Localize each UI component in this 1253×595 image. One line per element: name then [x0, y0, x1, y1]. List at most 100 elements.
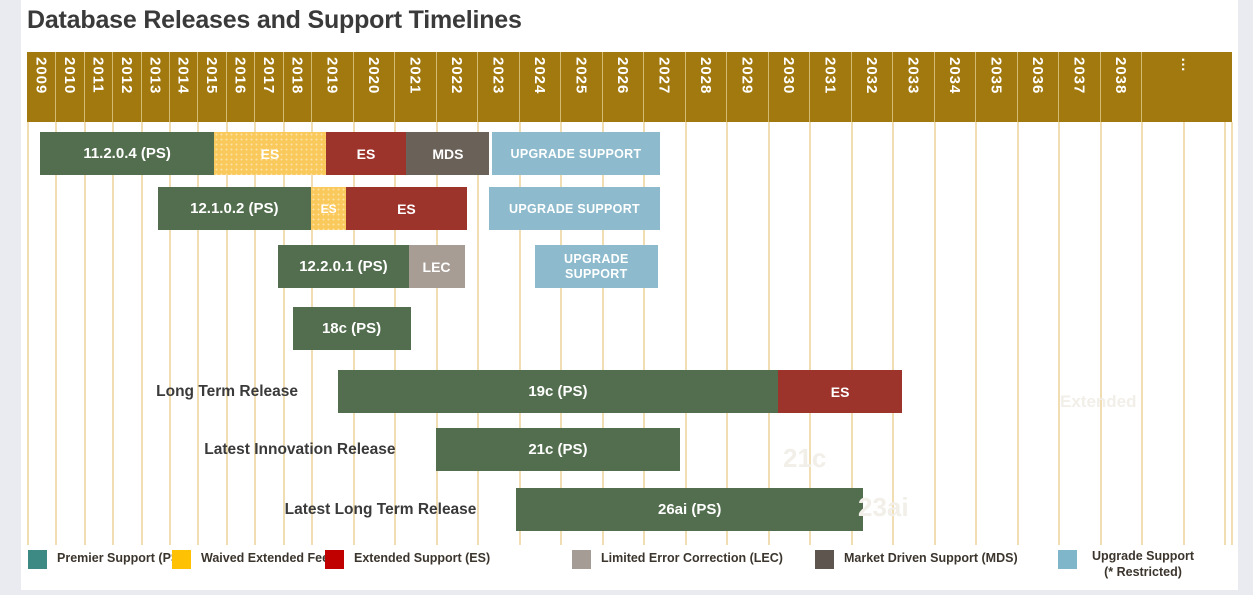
year-cell-2031: 2031: [809, 52, 851, 122]
gridline: [225, 122, 228, 545]
year-label: 2035: [987, 57, 1005, 95]
legend-label: Extended Support (ES): [354, 551, 491, 565]
year-label: 2018: [288, 57, 306, 95]
legend-swatch-mds: [815, 550, 834, 569]
header-divider: [225, 52, 227, 122]
year-cell-ellipsis: …: [1141, 52, 1232, 122]
legend: Premier Support (PS) Waived Extended Fee E…: [28, 548, 1238, 590]
year-cell-2026: 2026: [602, 52, 644, 122]
header-divider: [1058, 52, 1059, 122]
year-cell-2010: 2010: [55, 52, 83, 122]
year-label: 2022: [447, 57, 465, 95]
legend-swatch-es: [325, 550, 344, 569]
year-cell-2037: 2037: [1058, 52, 1100, 122]
gridline: [726, 122, 728, 545]
header-divider: [140, 52, 142, 122]
year-cell-2017: 2017: [254, 52, 282, 122]
gridline: [1141, 122, 1143, 545]
year-label: 2024: [530, 57, 548, 95]
year-label: 2015: [203, 57, 221, 95]
gridline: [112, 122, 115, 545]
year-label: 2023: [489, 57, 507, 95]
header-divider: [560, 52, 561, 122]
ghost-label: 23ai: [858, 492, 909, 522]
year-label: 2026: [613, 57, 631, 95]
gridline: [933, 122, 936, 545]
gridline: [1231, 122, 1233, 545]
bar-11.2.0.4-waived: ES: [214, 132, 326, 175]
year-cell-2032: 2032: [851, 52, 893, 122]
gridline: [83, 122, 86, 545]
header-divider: [1141, 52, 1142, 122]
row-label-19c: Long Term Release: [156, 383, 298, 400]
bar-12.2.0.1-ps: 12.2.0.1 (PS): [278, 245, 409, 288]
header-divider: [394, 52, 395, 122]
legend-swatch-waived: [172, 550, 191, 569]
bar-12.2.0.1-upgrade: UPGRADE SUPPORT: [535, 245, 658, 288]
year-label: 2011: [89, 57, 107, 94]
gridline: [282, 122, 285, 545]
bar-18c-ps: 18c (PS): [292, 307, 411, 350]
year-cell-2021: 2021: [394, 52, 436, 122]
year-cell-2012: 2012: [112, 52, 140, 122]
gridline: [560, 122, 562, 545]
bar-12.2.0.1-lec: LEC: [408, 245, 465, 288]
legend-label: Premier Support (PS): [57, 551, 184, 565]
year-label: 2027: [655, 57, 673, 95]
bar-26ai-ps: 26ai (PS): [516, 488, 863, 531]
legend-label: Limited Error Correction (LEC): [601, 551, 783, 565]
year-cell-2033: 2033: [892, 52, 934, 122]
bar-11.2.0.4-es: ES: [325, 132, 407, 175]
year-label: 2012: [117, 57, 135, 95]
legend-swatch-lec: [572, 550, 591, 569]
bar-21c-ps: 21c (PS): [435, 428, 681, 471]
year-label: 2014: [174, 57, 192, 95]
gridline: [1099, 122, 1102, 545]
header-divider: [601, 52, 603, 122]
year-label: 2025: [572, 57, 590, 95]
legend-label: Waived Extended Fee: [201, 551, 330, 565]
legend-swatch-upgrade: [1058, 550, 1077, 569]
header-divider: [518, 52, 520, 122]
year-cell-2034: 2034: [934, 52, 976, 122]
header-divider: [112, 52, 114, 122]
header-divider: [1016, 52, 1018, 122]
year-label: 2010: [61, 57, 79, 95]
year-cell-2013: 2013: [141, 52, 169, 122]
year-label: 2028: [696, 57, 714, 95]
header-divider: [892, 52, 893, 122]
gridline: [1016, 122, 1019, 545]
year-cell-2020: 2020: [353, 52, 395, 122]
year-cell-2022: 2022: [436, 52, 478, 122]
year-cell-2024: 2024: [519, 52, 561, 122]
year-cell-2014: 2014: [169, 52, 197, 122]
ghost-label: Extended: [1060, 392, 1137, 411]
gridline: [435, 122, 438, 545]
header-divider: [352, 52, 354, 122]
year-cell-2009: 2009: [27, 52, 55, 122]
header-divider: [809, 52, 810, 122]
header-divider: [55, 52, 57, 122]
bar-12.1.0.2-es: ES: [346, 187, 467, 230]
bar-19c-ps: 19c (PS): [337, 370, 778, 413]
year-label: 2032: [862, 57, 880, 95]
gridline: [27, 122, 29, 545]
header-divider: [643, 52, 644, 122]
timeline-year-header: 2009 2010 2011 2012 2013 2014 2015 2016 2017 2018…: [27, 52, 1232, 122]
row-label-21c: Latest Innovation Release: [204, 441, 396, 458]
gridline: [140, 122, 143, 545]
header-divider: [767, 52, 769, 122]
year-cell-2036: 2036: [1017, 52, 1059, 122]
year-cell-2015: 2015: [197, 52, 225, 122]
year-cell-2018: 2018: [283, 52, 311, 122]
year-cell-2035: 2035: [975, 52, 1017, 122]
header-divider: [477, 52, 478, 122]
ghost-label: 21c: [783, 443, 827, 473]
gridline: [850, 122, 853, 545]
gridline: [55, 122, 58, 545]
ellipsis-label: …: [1178, 57, 1195, 73]
gridline: [1182, 122, 1185, 545]
year-label: 2019: [323, 57, 341, 95]
header-divider: [169, 52, 170, 122]
year-label: 2013: [146, 57, 164, 95]
